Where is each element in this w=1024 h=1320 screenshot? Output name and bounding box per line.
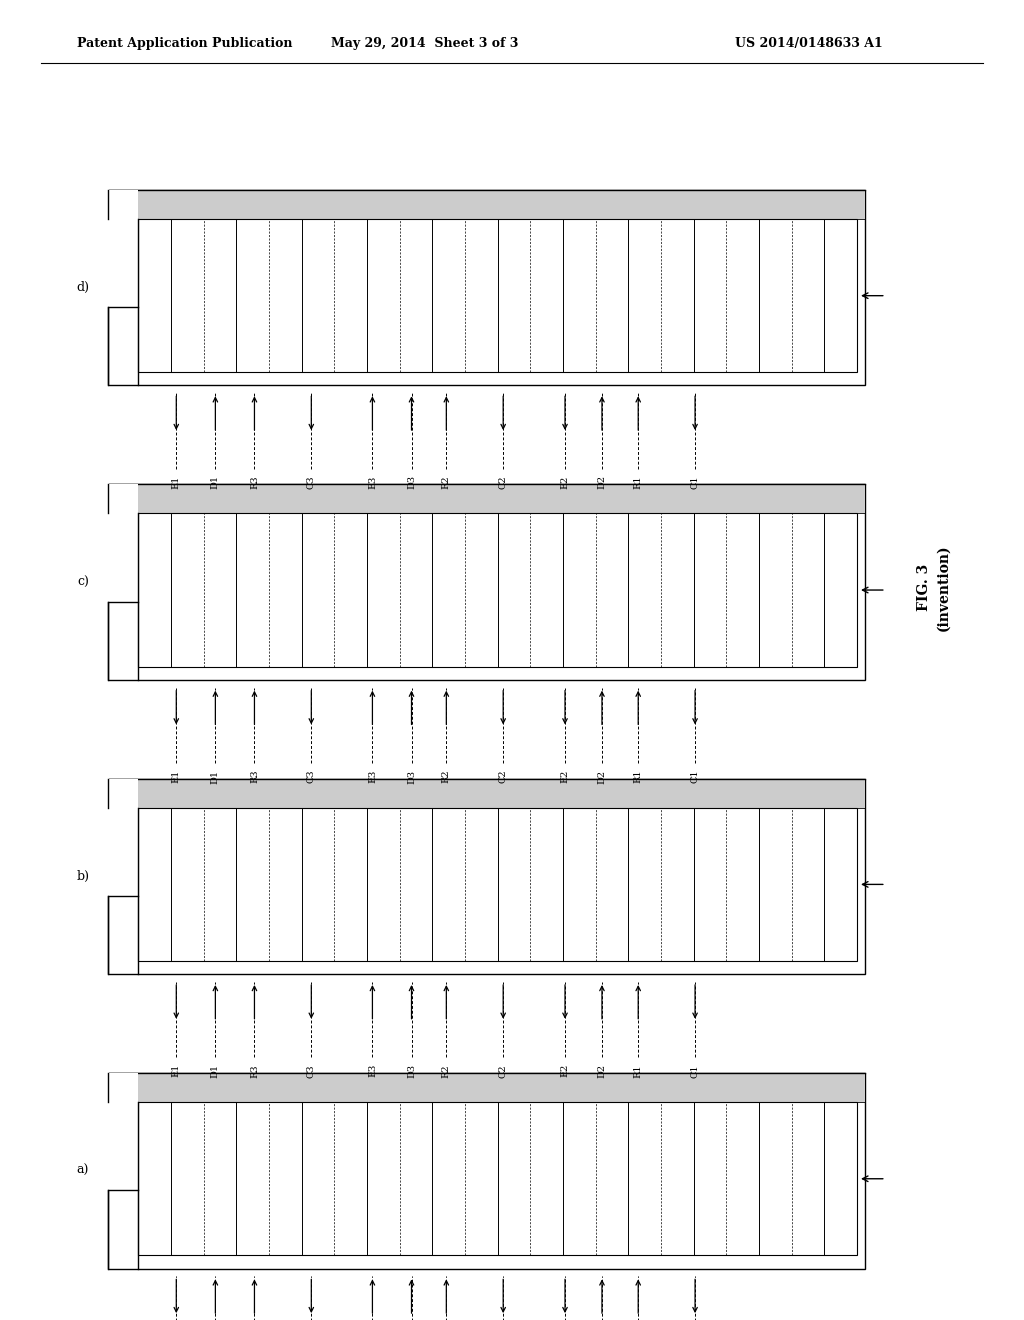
Text: C3: C3 (307, 1064, 315, 1077)
Text: C3: C3 (307, 770, 315, 783)
Text: E1: E1 (172, 1064, 181, 1077)
Text: E3: E3 (368, 770, 377, 783)
Bar (108, 779, 138, 896)
Bar (138, 808, 857, 961)
Text: C3: C3 (307, 475, 315, 488)
Text: Patent Application Publication: Patent Application Publication (77, 37, 292, 50)
Text: E2: E2 (560, 1064, 569, 1077)
Text: E3: E3 (368, 475, 377, 488)
Text: a): a) (77, 1164, 89, 1177)
Bar (108, 1073, 138, 1191)
Bar (138, 1102, 857, 1255)
Text: D2: D2 (597, 770, 606, 784)
Text: C2: C2 (499, 770, 508, 783)
Text: E3: E3 (368, 1064, 377, 1077)
Bar (138, 219, 857, 372)
Text: b): b) (76, 870, 89, 883)
Text: D1: D1 (211, 1064, 220, 1078)
Text: May 29, 2014  Sheet 3 of 3: May 29, 2014 Sheet 3 of 3 (332, 37, 518, 50)
Bar (108, 1073, 865, 1102)
Text: R3: R3 (250, 475, 259, 488)
Bar (138, 513, 857, 667)
Text: E1: E1 (172, 475, 181, 488)
Text: D2: D2 (597, 1064, 606, 1078)
Text: R3: R3 (250, 1064, 259, 1077)
Text: D1: D1 (211, 475, 220, 490)
Bar (108, 484, 865, 513)
Bar (108, 190, 138, 308)
Text: D1: D1 (211, 770, 220, 784)
Text: R2: R2 (441, 770, 451, 783)
Text: R1: R1 (634, 770, 643, 783)
Text: FIG. 3
(invention): FIG. 3 (invention) (918, 544, 950, 631)
Text: R3: R3 (250, 770, 259, 783)
Bar (108, 484, 865, 680)
Bar (108, 1073, 865, 1269)
Text: d): d) (76, 281, 89, 294)
Text: C1: C1 (690, 475, 699, 488)
Bar (108, 779, 865, 808)
Text: C2: C2 (499, 475, 508, 488)
Text: E2: E2 (560, 475, 569, 488)
Bar (108, 484, 138, 602)
Text: R2: R2 (441, 1064, 451, 1077)
Text: D3: D3 (407, 770, 416, 784)
Text: c): c) (77, 576, 89, 589)
Text: US 2014/0148633 A1: US 2014/0148633 A1 (735, 37, 883, 50)
Text: D3: D3 (407, 1064, 416, 1078)
Text: R1: R1 (634, 475, 643, 488)
Bar (108, 779, 865, 974)
Text: E1: E1 (172, 770, 181, 783)
Text: E2: E2 (560, 770, 569, 783)
Text: R2: R2 (441, 475, 451, 488)
Bar (108, 190, 865, 219)
Bar (108, 190, 865, 385)
Text: R1: R1 (634, 1064, 643, 1077)
Text: C1: C1 (690, 770, 699, 783)
Text: C2: C2 (499, 1064, 508, 1077)
Text: D3: D3 (407, 475, 416, 490)
Text: D2: D2 (597, 475, 606, 490)
Text: C1: C1 (690, 1064, 699, 1077)
